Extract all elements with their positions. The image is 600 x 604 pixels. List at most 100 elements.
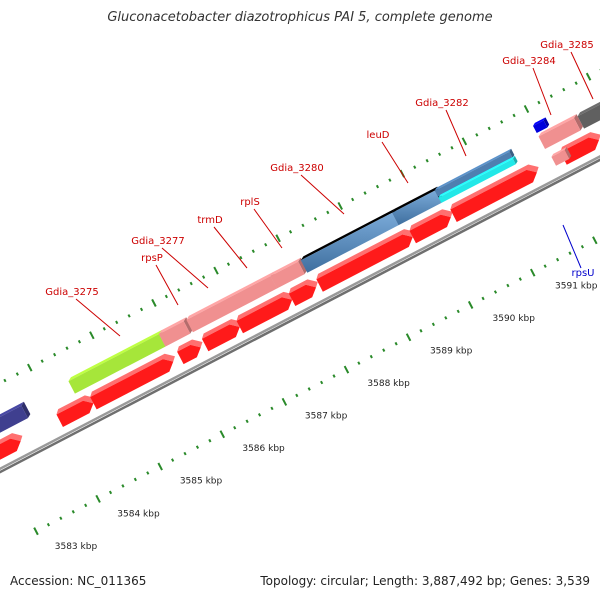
tick-mark xyxy=(151,298,157,307)
accession-text: Accession: NC_011365 xyxy=(10,574,147,588)
cds-arrow[interactable] xyxy=(90,353,175,410)
cds-arrow[interactable] xyxy=(409,209,453,244)
tick-mark xyxy=(487,126,491,131)
upper-tick-row xyxy=(3,69,600,383)
gene-label[interactable]: rpsU xyxy=(562,224,595,279)
gene-label[interactable]: leuD xyxy=(367,130,409,184)
cds-arrow[interactable] xyxy=(56,395,96,427)
tick-mark xyxy=(226,262,231,266)
gene-label[interactable]: Gdia_3282 xyxy=(415,98,469,157)
leader-line xyxy=(155,264,179,306)
scale-label: 3588 kbp xyxy=(367,379,410,389)
tick-mark xyxy=(295,393,299,398)
tick-mark xyxy=(89,331,95,340)
tick-mark xyxy=(382,348,386,352)
scale-label: 3585 kbp xyxy=(180,477,223,487)
tick-mark xyxy=(213,266,219,275)
tick-mark xyxy=(585,72,592,81)
tick-mark xyxy=(239,255,243,260)
cds-arrow[interactable] xyxy=(316,229,415,292)
tick-mark xyxy=(375,184,380,189)
gene-box-gdia3285[interactable] xyxy=(577,90,600,129)
tick-mark xyxy=(46,522,51,527)
cds-arrow[interactable] xyxy=(0,433,23,467)
tick-mark xyxy=(555,257,560,262)
tick-mark xyxy=(369,354,373,359)
tick-mark xyxy=(108,490,113,495)
gene-label-text: rpsU xyxy=(572,268,595,279)
tick-mark xyxy=(467,300,474,309)
tick-mark xyxy=(189,281,193,286)
cds-arrow[interactable] xyxy=(560,132,600,165)
tick-mark xyxy=(77,339,82,344)
tick-mark xyxy=(177,288,181,292)
tick-mark xyxy=(275,234,281,243)
scale-label: 3589 kbp xyxy=(430,347,473,357)
tick-mark xyxy=(413,165,417,169)
tick-mark xyxy=(15,372,19,376)
gene-label-text: rplS xyxy=(240,197,260,208)
gene-label[interactable]: Gdia_3285 xyxy=(540,40,594,100)
tick-mark xyxy=(183,451,187,456)
gene-box-small[interactable] xyxy=(551,146,572,166)
gene-label[interactable]: rpsP xyxy=(141,253,179,306)
gene-label[interactable]: Gdia_3280 xyxy=(270,163,345,215)
gene-label[interactable]: Gdia_3277 xyxy=(131,236,209,289)
lower-tick-row xyxy=(33,236,598,536)
cds-arrow[interactable] xyxy=(236,291,294,334)
cds-arrow[interactable] xyxy=(450,164,539,222)
tick-mark xyxy=(493,290,498,294)
tick-mark xyxy=(568,251,572,256)
leader-line xyxy=(445,109,467,157)
tick-mark xyxy=(351,197,355,202)
tick-mark xyxy=(3,378,7,383)
tick-mark xyxy=(251,249,255,254)
tick-mark xyxy=(121,484,125,488)
scale-label: 3586 kbp xyxy=(242,444,285,454)
tick-mark xyxy=(270,406,274,411)
gene-box-gdia3282[interactable] xyxy=(434,148,515,197)
gene-box-rpls[interactable] xyxy=(270,257,308,289)
gene-box-gdia3282b[interactable] xyxy=(438,155,518,203)
tick-mark xyxy=(146,471,150,475)
tick-mark xyxy=(59,516,63,521)
leader-line xyxy=(300,174,345,215)
tick-mark xyxy=(157,462,163,471)
tick-mark xyxy=(332,374,336,378)
leader-line xyxy=(213,226,248,269)
gene-box-gdia3284[interactable] xyxy=(538,114,583,149)
tick-mark xyxy=(281,397,288,406)
tick-mark xyxy=(363,191,367,195)
gene-label-text: Gdia_3277 xyxy=(131,236,184,247)
cds-arrow[interactable] xyxy=(288,279,318,307)
tick-mark xyxy=(444,316,448,320)
gene-label[interactable]: Gdia_3275 xyxy=(45,287,121,337)
tick-mark xyxy=(425,158,429,163)
leader-line xyxy=(532,67,552,116)
tick-mark xyxy=(437,152,442,157)
gene-box-rpsp[interactable] xyxy=(158,317,193,347)
gene-box-rpsu[interactable] xyxy=(533,117,550,133)
gene-label-text: leuD xyxy=(367,130,390,141)
gene-labels: Gdia_3275 rpsP Gdia_3277 trmD rplS Gdia_3280 l… xyxy=(45,40,595,337)
tick-mark xyxy=(461,137,468,146)
gene-label[interactable]: trmD xyxy=(197,215,248,269)
genome-axis-line xyxy=(0,155,600,471)
cds-arrow[interactable] xyxy=(201,319,242,352)
tick-mark xyxy=(537,100,541,105)
gene-label-text: Gdia_3282 xyxy=(415,98,468,109)
cds-arrow[interactable] xyxy=(177,339,203,365)
tick-mark xyxy=(307,387,311,391)
gene-box-left[interactable] xyxy=(0,401,31,444)
scale-label: 3584 kbp xyxy=(117,509,160,519)
gene-label[interactable]: rplS xyxy=(240,197,283,249)
genome-summary: Topology: circular; Length: 3,887,492 bp… xyxy=(260,574,590,588)
tick-mark xyxy=(450,146,454,150)
tick-mark xyxy=(357,361,361,365)
scale-ticks xyxy=(3,69,600,536)
gene-label[interactable]: Gdia_3284 xyxy=(502,56,556,116)
tick-mark xyxy=(512,113,516,118)
tick-mark xyxy=(102,327,106,331)
